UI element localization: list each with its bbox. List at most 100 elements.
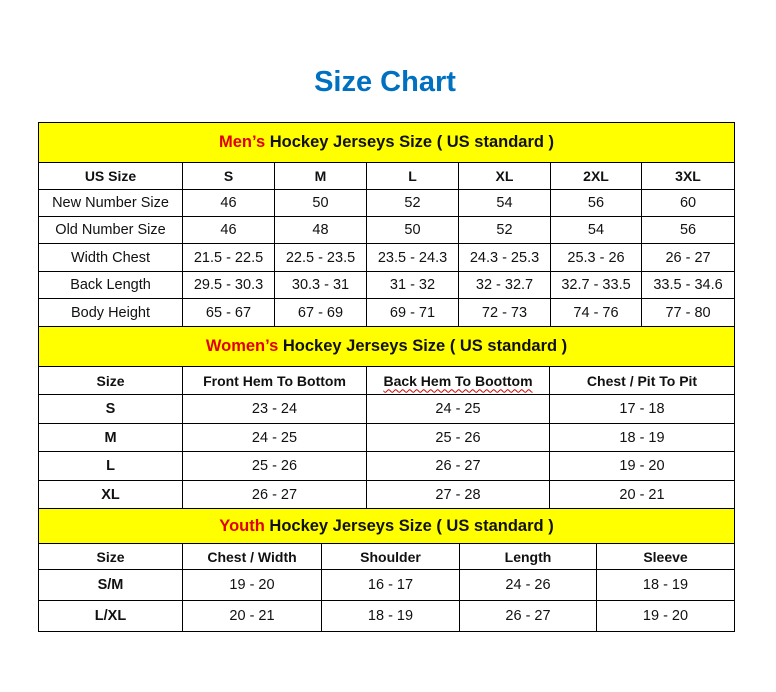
mens-column-header: 3XL bbox=[640, 162, 736, 190]
youth-size-table: Youth Hockey Jerseys Size ( US standard … bbox=[37, 508, 736, 632]
table-cell: 65 - 67 bbox=[182, 298, 275, 327]
table-cell: 50 bbox=[274, 189, 367, 217]
mens-banner-title: Men’s Hockey Jerseys Size ( US standard … bbox=[37, 122, 736, 163]
youth-banner-title: Youth Hockey Jerseys Size ( US standard … bbox=[37, 508, 736, 544]
mens-banner-text: Hockey Jerseys Size ( US standard ) bbox=[265, 133, 555, 151]
mens-column-header: XL bbox=[458, 162, 551, 190]
table-cell: 74 - 76 bbox=[550, 298, 642, 327]
youth-column-header: Size bbox=[38, 543, 183, 570]
table-cell: 24.3 - 25.3 bbox=[458, 243, 551, 272]
page-title: Size Chart bbox=[314, 66, 456, 98]
womens-header-row: Size Front Hem To Bottom Back Hem To Boott… bbox=[38, 366, 736, 395]
mens-table-row: Body Height 65 - 67 67 - 69 69 - 71 72 - 73 7… bbox=[38, 298, 736, 327]
table-cell: 69 - 71 bbox=[366, 298, 459, 327]
header-label: L bbox=[408, 168, 417, 184]
row-label: Back Length bbox=[38, 271, 183, 299]
table-cell: 18 - 19 bbox=[548, 423, 736, 452]
youth-column-header: Length bbox=[459, 543, 597, 570]
mens-column-header: US Size bbox=[38, 162, 183, 190]
header-label: Size bbox=[96, 372, 125, 389]
mens-column-header: S bbox=[182, 162, 275, 190]
header-label: M bbox=[314, 168, 327, 184]
table-cell: 25.3 - 26 bbox=[550, 243, 642, 272]
womens-size-table: Women’s Hockey Jerseys Size ( US standar… bbox=[37, 326, 736, 509]
table-cell: 22.5 - 23.5 bbox=[274, 243, 367, 272]
table-cell: 54 bbox=[458, 189, 551, 217]
mens-table-row: Width Chest 21.5 - 22.5 22.5 - 23.5 23.5 - … bbox=[38, 243, 736, 272]
table-cell: 26 - 27 bbox=[640, 243, 736, 272]
table-cell: 32 - 32.7 bbox=[458, 271, 551, 299]
header-label: US Size bbox=[84, 168, 137, 184]
header-label: 2XL bbox=[583, 168, 609, 184]
table-cell: 26 - 27 bbox=[182, 480, 367, 509]
table-cell: 52 bbox=[458, 216, 551, 244]
header-label: Size bbox=[96, 548, 125, 565]
header-label: Back Hem To Boottom bbox=[383, 372, 533, 389]
mens-column-header: M bbox=[274, 162, 367, 190]
table-cell: 33.5 - 34.6 bbox=[640, 271, 736, 299]
row-label: Width Chest bbox=[38, 243, 183, 272]
table-cell: 31 - 32 bbox=[366, 271, 459, 299]
womens-banner-title: Women’s Hockey Jerseys Size ( US standar… bbox=[37, 326, 736, 367]
mens-size-table: Men’s Hockey Jerseys Size ( US standard … bbox=[37, 122, 736, 327]
womens-table-row: S 23 - 24 24 - 25 17 - 18 bbox=[38, 394, 736, 424]
table-cell: 24 - 25 bbox=[366, 394, 550, 424]
table-cell: 67 - 69 bbox=[274, 298, 367, 327]
row-label: Body Height bbox=[38, 298, 183, 327]
table-cell: 24 - 26 bbox=[459, 569, 597, 601]
youth-banner-text: Hockey Jerseys Size ( US standard ) bbox=[264, 516, 554, 535]
table-cell: 18 - 19 bbox=[321, 600, 460, 632]
table-cell: 30.3 - 31 bbox=[274, 271, 367, 299]
table-cell: 21.5 - 22.5 bbox=[182, 243, 275, 272]
table-cell: 48 bbox=[274, 216, 367, 244]
mens-table-row: Old Number Size 46 48 50 52 54 56 bbox=[38, 216, 736, 244]
womens-column-header: Size bbox=[38, 366, 183, 395]
table-cell: 20 - 21 bbox=[548, 480, 736, 509]
table-cell: 24 - 25 bbox=[182, 423, 367, 452]
womens-table-row: XL 26 - 27 27 - 28 20 - 21 bbox=[38, 480, 736, 509]
header-label: 3XL bbox=[675, 168, 701, 184]
youth-header-row: Size Chest / Width Shoulder Length Sleeve bbox=[38, 543, 736, 570]
header-label: Chest / Width bbox=[207, 548, 297, 565]
table-cell: 72 - 73 bbox=[458, 298, 551, 327]
row-label: XL bbox=[38, 480, 183, 509]
header-label: S bbox=[223, 168, 234, 184]
womens-banner-row: Women’s Hockey Jerseys Size ( US standar… bbox=[37, 326, 736, 367]
header-label: XL bbox=[495, 168, 514, 184]
youth-column-header: Chest / Width bbox=[182, 543, 322, 570]
mens-banner-highlight: Men’s bbox=[219, 133, 266, 151]
header-label: Shoulder bbox=[360, 548, 421, 565]
table-cell: 23 - 24 bbox=[182, 394, 367, 424]
table-cell: 46 bbox=[182, 216, 275, 244]
womens-table-row: L 25 - 26 26 - 27 19 - 20 bbox=[38, 451, 736, 481]
table-cell: 56 bbox=[640, 216, 736, 244]
table-cell: 25 - 26 bbox=[182, 451, 367, 481]
womens-column-header: Front Hem To Bottom bbox=[182, 366, 367, 395]
table-cell: 56 bbox=[550, 189, 642, 217]
row-label: L bbox=[38, 451, 183, 481]
mens-column-header: 2XL bbox=[550, 162, 642, 190]
row-label: Old Number Size bbox=[38, 216, 183, 244]
table-cell: 19 - 20 bbox=[595, 600, 736, 632]
womens-banner-text: Hockey Jerseys Size ( US standard ) bbox=[278, 337, 568, 355]
table-cell: 27 - 28 bbox=[366, 480, 550, 509]
table-cell: 18 - 19 bbox=[595, 569, 736, 601]
table-cell: 52 bbox=[366, 189, 459, 217]
table-cell: 54 bbox=[550, 216, 642, 244]
mens-table-row: Back Length 29.5 - 30.3 30.3 - 31 31 - 32 32… bbox=[38, 271, 736, 299]
youth-banner-row: Youth Hockey Jerseys Size ( US standard … bbox=[37, 508, 736, 544]
table-cell: 46 bbox=[182, 189, 275, 217]
womens-column-header: Chest / Pit To Pit bbox=[548, 366, 736, 395]
row-label: M bbox=[38, 423, 183, 452]
header-label: Sleeve bbox=[643, 548, 688, 565]
table-cell: 19 - 20 bbox=[182, 569, 322, 601]
youth-table-row: L/XL 20 - 21 18 - 19 26 - 27 19 - 20 bbox=[38, 600, 736, 632]
youth-banner-highlight: Youth bbox=[219, 516, 265, 535]
mens-table-row: New Number Size 46 50 52 54 56 60 bbox=[38, 189, 736, 217]
row-label: S/M bbox=[38, 569, 183, 601]
mens-column-header: L bbox=[366, 162, 459, 190]
youth-column-header: Sleeve bbox=[595, 543, 736, 570]
mens-header-row: US Size S M L XL 2XL 3XL bbox=[38, 162, 736, 190]
table-cell: 25 - 26 bbox=[366, 423, 550, 452]
table-cell: 26 - 27 bbox=[366, 451, 550, 481]
